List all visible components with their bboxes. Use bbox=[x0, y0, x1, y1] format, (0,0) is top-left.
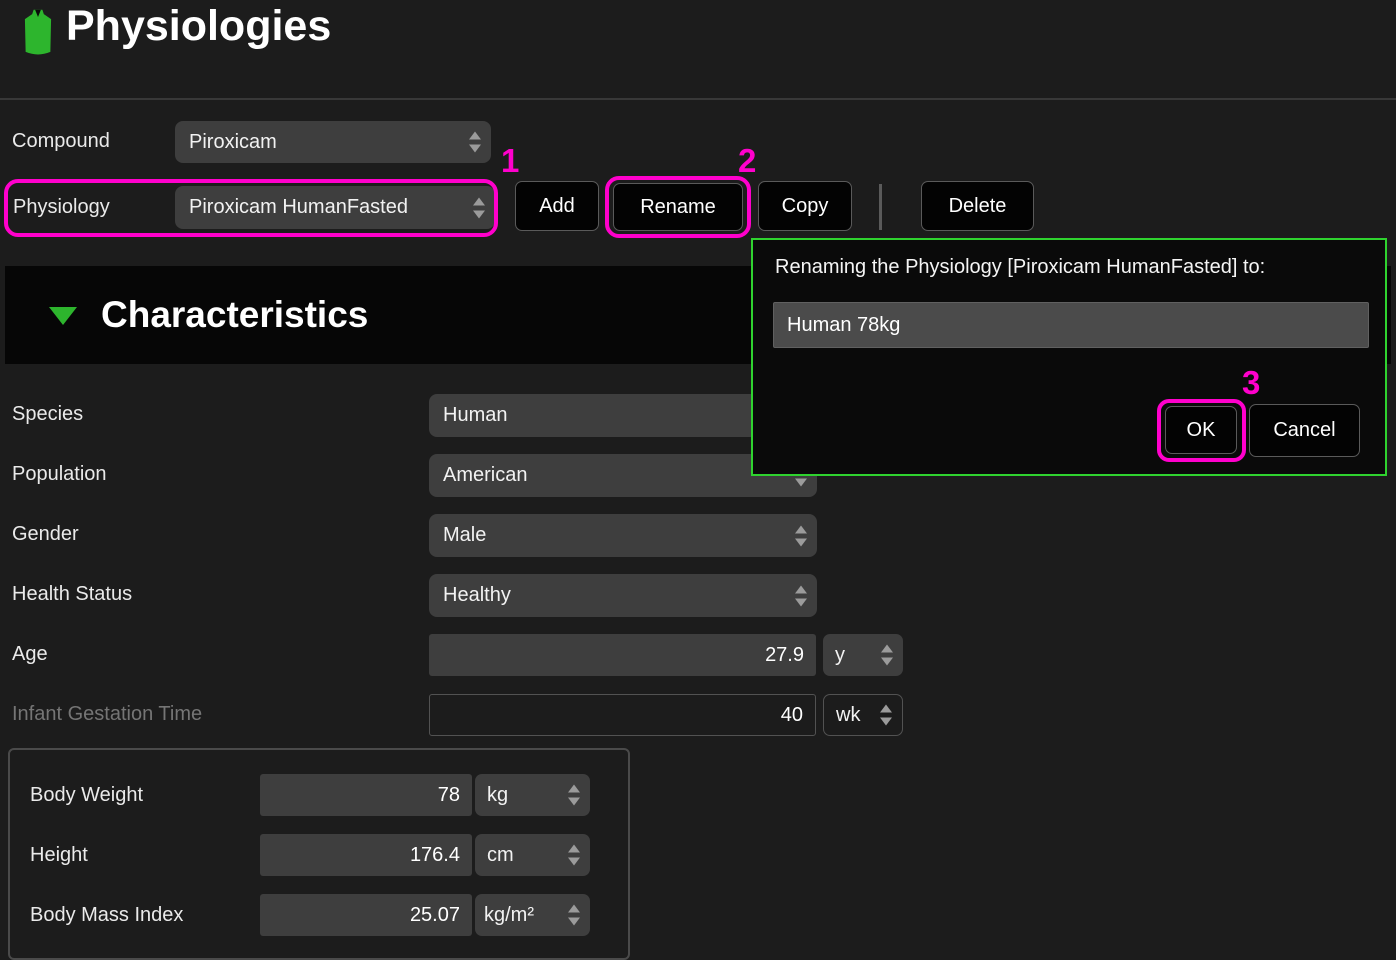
infant-gestation-unit-label: wk bbox=[836, 703, 861, 726]
spinner-up-icon[interactable] bbox=[469, 131, 481, 140]
body-weight-label: Body Weight bbox=[30, 784, 144, 806]
header-divider bbox=[0, 98, 1396, 100]
spinner-down-icon[interactable] bbox=[568, 857, 580, 866]
body-measurements-group: Body Weight kg Height cm Body Mass Index… bbox=[8, 748, 630, 960]
height-unit-label: cm bbox=[487, 843, 514, 866]
body-weight-unit-label: kg bbox=[487, 783, 509, 806]
compound-select[interactable]: Piroxicam bbox=[175, 121, 491, 163]
physiology-label: Physiology bbox=[13, 196, 110, 218]
toolbar-divider bbox=[879, 184, 882, 230]
spinner-icon[interactable] bbox=[568, 904, 580, 926]
spinner-down-icon[interactable] bbox=[568, 797, 580, 806]
spinner-down-icon bbox=[880, 717, 892, 726]
physiology-select-value: Piroxicam HumanFasted bbox=[189, 196, 408, 218]
body-mass-index-unit-label: kg/m² bbox=[484, 903, 534, 926]
height-label: Height bbox=[30, 844, 88, 866]
spinner-up-icon[interactable] bbox=[568, 844, 580, 853]
spinner-down-icon[interactable] bbox=[568, 917, 580, 926]
infant-gestation-label: Infant Gestation Time bbox=[12, 703, 203, 725]
species-label: Species bbox=[12, 403, 84, 425]
compound-label: Compound bbox=[12, 130, 110, 152]
spinner-icon[interactable] bbox=[568, 844, 580, 866]
add-button[interactable]: Add bbox=[515, 181, 599, 231]
gender-select-value: Male bbox=[443, 524, 487, 546]
height-input[interactable] bbox=[260, 834, 472, 876]
spinner-down-icon[interactable] bbox=[795, 598, 807, 606]
spinner-icon[interactable] bbox=[469, 131, 481, 153]
health-status-label: Health Status bbox=[12, 583, 133, 605]
age-unit-label: y bbox=[835, 643, 845, 666]
rename-dialog: Renaming the Physiology [Piroxicam Human… bbox=[751, 238, 1387, 476]
spinner-up-icon[interactable] bbox=[568, 904, 580, 913]
gender-label: Gender bbox=[12, 523, 79, 545]
annotation-number-3: 3 bbox=[1242, 364, 1261, 401]
compound-select-value: Piroxicam bbox=[189, 130, 277, 153]
annotation-number-2: 2 bbox=[738, 142, 757, 179]
age-input[interactable] bbox=[429, 634, 816, 676]
infant-gestation-unit-box: wk bbox=[823, 694, 903, 736]
health-status-select-value: Healthy bbox=[443, 584, 511, 606]
age-unit-box[interactable]: y bbox=[823, 634, 903, 676]
characteristics-section-title: Characteristics bbox=[101, 294, 369, 335]
spinner-up-icon[interactable] bbox=[795, 525, 807, 533]
spinner-up-icon[interactable] bbox=[473, 197, 485, 205]
body-weight-unit-box[interactable]: kg bbox=[475, 774, 590, 816]
annotation-number-1: 1 bbox=[501, 142, 520, 179]
spinner-icon[interactable] bbox=[473, 197, 485, 218]
spinner-up-icon[interactable] bbox=[881, 644, 893, 653]
age-label: Age bbox=[12, 643, 48, 665]
infant-gestation-input bbox=[429, 694, 816, 736]
spinner-down-icon[interactable] bbox=[795, 538, 807, 546]
spinner-down-icon[interactable] bbox=[473, 210, 485, 218]
spinner-up-icon[interactable] bbox=[795, 585, 807, 593]
gender-select[interactable]: Male bbox=[429, 514, 817, 557]
rename-dialog-prompt: Renaming the Physiology [Piroxicam Human… bbox=[775, 256, 1266, 278]
body-mass-index-unit-box[interactable]: kg/m² bbox=[475, 894, 590, 936]
physiology-select[interactable]: Piroxicam HumanFasted bbox=[175, 186, 495, 229]
population-label: Population bbox=[12, 463, 107, 485]
body-weight-input[interactable] bbox=[260, 774, 472, 816]
spinner-up-icon[interactable] bbox=[568, 784, 580, 793]
spinner-down-icon[interactable] bbox=[795, 478, 807, 486]
species-select-value: Human bbox=[443, 404, 508, 426]
spinner-down-icon[interactable] bbox=[881, 657, 893, 666]
rename-dialog-input[interactable] bbox=[773, 302, 1369, 348]
health-status-select[interactable]: Healthy bbox=[429, 574, 817, 617]
copy-button[interactable]: Copy bbox=[758, 181, 852, 231]
cancel-button[interactable]: Cancel bbox=[1249, 404, 1360, 457]
physiology-torso-icon bbox=[22, 9, 54, 62]
page-title: Physiologies bbox=[66, 2, 332, 50]
body-mass-index-input[interactable] bbox=[260, 894, 472, 936]
spinner-icon bbox=[880, 704, 892, 726]
ok-button[interactable]: OK bbox=[1165, 406, 1237, 454]
collapse-triangle-icon[interactable] bbox=[49, 307, 77, 325]
delete-button[interactable]: Delete bbox=[921, 181, 1034, 231]
body-mass-index-label: Body Mass Index bbox=[30, 904, 184, 926]
spinner-icon[interactable] bbox=[795, 525, 807, 546]
rename-button[interactable]: Rename bbox=[613, 183, 743, 231]
spinner-down-icon[interactable] bbox=[469, 144, 481, 153]
spinner-icon[interactable] bbox=[881, 644, 893, 666]
spinner-icon[interactable] bbox=[795, 585, 807, 606]
spinner-icon[interactable] bbox=[568, 784, 580, 806]
population-select-value: American bbox=[443, 464, 528, 486]
spinner-up-icon bbox=[880, 704, 892, 713]
height-unit-box[interactable]: cm bbox=[475, 834, 590, 876]
